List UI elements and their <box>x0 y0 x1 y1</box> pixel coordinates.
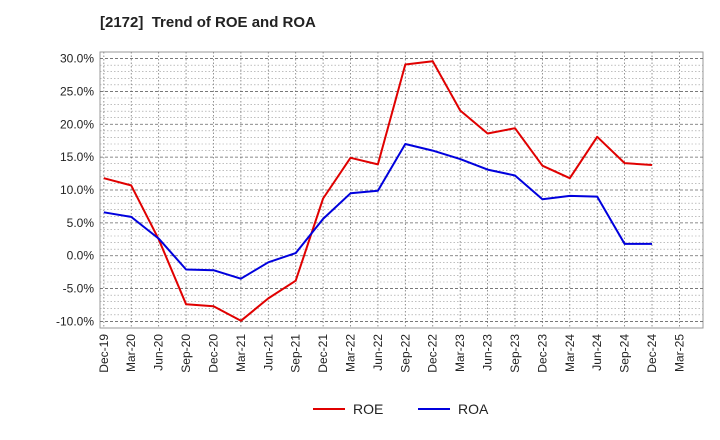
x-tick-label: Jun-23 <box>481 334 495 371</box>
legend: ROE ROA <box>313 401 489 417</box>
y-tick-label: 25.0% <box>60 84 94 98</box>
x-tick-label: Sep-24 <box>618 334 632 373</box>
y-tick-label: 15.0% <box>60 150 94 164</box>
y-tick-label: -10.0% <box>56 314 94 328</box>
chart-title: [2172] Trend of ROE and ROA <box>100 14 316 31</box>
y-tick-label: 5.0% <box>67 216 95 230</box>
y-tick-label: 20.0% <box>60 117 94 131</box>
y-tick-label: 30.0% <box>60 52 94 66</box>
series-lines <box>103 60 653 322</box>
legend-label-roa: ROA <box>458 401 489 417</box>
x-tick-label: Jun-21 <box>261 334 275 371</box>
series-line-roa <box>103 143 652 280</box>
y-tick-label: -5.0% <box>63 282 95 296</box>
y-tick-label: 0.0% <box>67 249 95 263</box>
x-tick-label: Dec-24 <box>645 334 659 373</box>
x-axis-ticks: Dec-19 Mar-20 Jun-20 Sep-20 Dec-20 Mar-21 Jun-… <box>97 334 687 373</box>
x-tick-label: Dec-21 <box>316 334 330 373</box>
x-tick-label: Dec-22 <box>426 334 440 373</box>
grid-lines <box>100 51 703 329</box>
x-tick-label: Sep-23 <box>508 334 522 373</box>
x-tick-label: Mar-22 <box>344 334 358 372</box>
x-tick-label: Sep-20 <box>179 334 193 373</box>
x-tick-label: Jun-20 <box>152 334 166 371</box>
x-tick-label: Mar-20 <box>124 334 138 372</box>
x-tick-label: Jun-24 <box>590 334 604 371</box>
x-tick-label: Jun-22 <box>371 334 385 371</box>
x-tick-label: Sep-22 <box>398 334 412 373</box>
x-tick-label: Mar-24 <box>563 334 577 372</box>
series-line-roe <box>103 60 653 322</box>
x-tick-label: Mar-21 <box>234 334 248 372</box>
x-tick-label: Mar-25 <box>672 334 686 372</box>
x-tick-label: Sep-21 <box>289 334 303 373</box>
x-tick-label: Dec-23 <box>535 334 549 373</box>
legend-label-roe: ROE <box>353 401 383 417</box>
y-axis-ticks: 30.0% 25.0% 20.0% 15.0% 10.0% 5.0% 0.0% -5.0% -1… <box>56 52 94 329</box>
x-tick-label: Dec-19 <box>97 334 111 373</box>
x-tick-label: Mar-23 <box>453 334 467 372</box>
y-tick-label: 10.0% <box>60 183 94 197</box>
x-tick-label: Dec-20 <box>206 334 220 373</box>
